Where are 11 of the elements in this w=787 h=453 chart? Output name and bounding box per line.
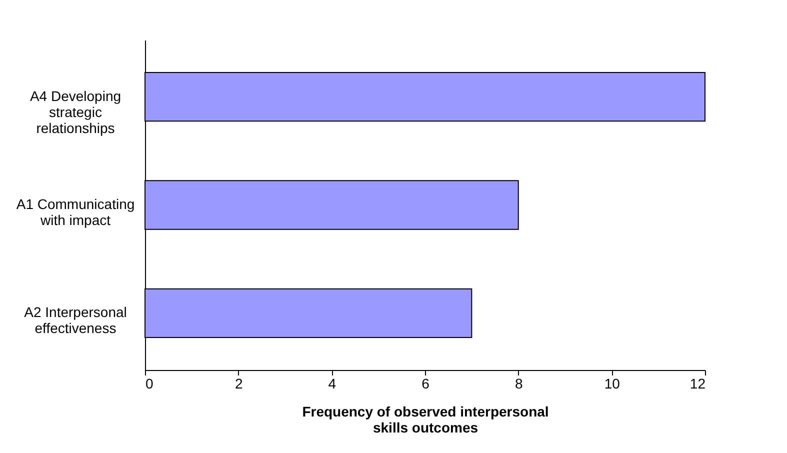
y-tick-label: A4 Developing strategic relationships — [30, 88, 122, 136]
x-tick-label: 6 — [422, 376, 430, 392]
y-tick-label: A1 Communicating with impact — [16, 196, 135, 228]
x-tick-label: 8 — [514, 376, 523, 392]
x-axis-title: Frequency of observed interpersonal skills outcomes — [302, 404, 549, 436]
x-tick-label: 4 — [328, 376, 336, 392]
x-tick-label: 12 — [690, 376, 706, 392]
x-tick-label: 2 — [234, 376, 243, 392]
x-tick-label: 0 — [146, 376, 154, 392]
x-tick-label: 10 — [604, 376, 620, 392]
y-tick-label: A2 Interpersonal effectiveness — [24, 304, 127, 336]
